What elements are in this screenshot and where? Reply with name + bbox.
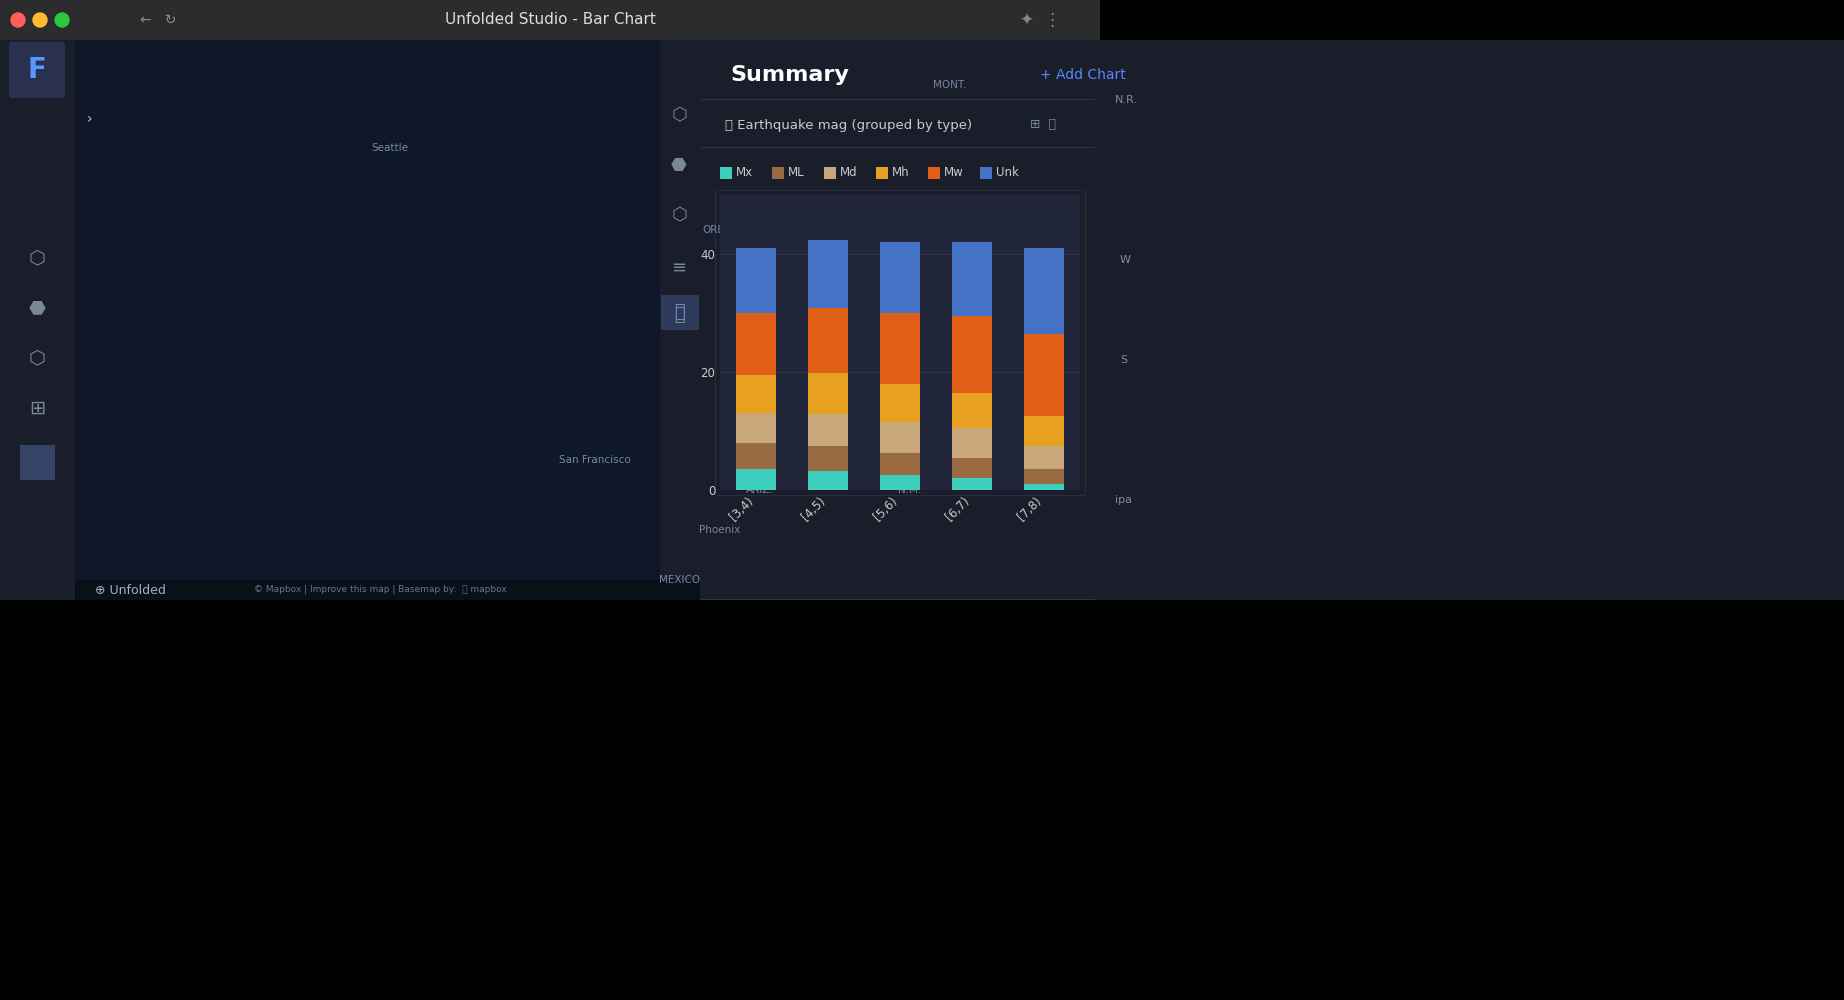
Text: S: S [1119, 355, 1127, 365]
Bar [808, 240, 848, 308]
Text: Mh: Mh [892, 166, 909, 180]
Text: ✦  ⋮: ✦ ⋮ [1020, 11, 1060, 29]
FancyBboxPatch shape [0, 0, 1101, 40]
Text: N.R.: N.R. [1116, 95, 1138, 105]
Text: ORE.: ORE. [703, 225, 728, 235]
Bar [1023, 469, 1064, 484]
FancyBboxPatch shape [773, 167, 784, 179]
Text: ML: ML [787, 166, 804, 180]
Text: ARIZ.: ARIZ. [747, 485, 774, 495]
Text: Mx: Mx [736, 166, 752, 180]
Bar [952, 242, 992, 316]
Bar [1023, 484, 1064, 490]
Bar [952, 393, 992, 428]
Bar [808, 471, 848, 490]
Bar [1023, 334, 1064, 416]
Text: Mw: Mw [944, 166, 964, 180]
Text: ›: › [87, 112, 92, 126]
Text: UTAH: UTAH [937, 370, 964, 380]
FancyBboxPatch shape [76, 40, 701, 600]
Text: Summary: Summary [730, 65, 848, 85]
Bar [808, 373, 848, 414]
FancyBboxPatch shape [76, 106, 101, 132]
Bar [736, 313, 776, 375]
Bar [736, 413, 776, 443]
Text: ⊕ Unfolded: ⊕ Unfolded [96, 584, 166, 596]
Text: Unk: Unk [996, 166, 1020, 180]
Text: ⬡: ⬡ [671, 106, 686, 124]
FancyBboxPatch shape [928, 167, 940, 179]
FancyBboxPatch shape [660, 295, 699, 330]
Text: ⊞: ⊞ [30, 398, 46, 418]
FancyBboxPatch shape [876, 167, 889, 179]
Text: © Mapbox | Improve this map | Basemap by:  🗺 mapbox: © Mapbox | Improve this map | Basemap by… [254, 585, 507, 594]
Text: Phoenix: Phoenix [699, 525, 741, 535]
Text: NEV.: NEV. [749, 370, 771, 380]
FancyBboxPatch shape [20, 445, 55, 480]
Bar [952, 316, 992, 393]
FancyBboxPatch shape [979, 167, 992, 179]
Bar [880, 242, 920, 313]
Bar [1023, 446, 1064, 469]
FancyBboxPatch shape [9, 42, 65, 98]
Bar [736, 248, 776, 313]
Text: W: W [1119, 255, 1130, 265]
FancyBboxPatch shape [701, 147, 1101, 148]
Text: N.M.: N.M. [898, 485, 922, 495]
Bar [880, 475, 920, 490]
Text: IDAHO: IDAHO [863, 205, 896, 215]
Text: MEXICO: MEXICO [660, 575, 701, 585]
Text: + Add Chart: + Add Chart [1040, 68, 1125, 82]
Text: ⊞  🗑: ⊞ 🗑 [1031, 118, 1057, 131]
Circle shape [33, 13, 46, 27]
Circle shape [11, 13, 26, 27]
Text: San Francisco: San Francisco [559, 455, 631, 465]
Bar [736, 443, 776, 469]
Circle shape [55, 13, 68, 27]
Text: MONT.: MONT. [933, 80, 966, 90]
FancyBboxPatch shape [0, 600, 1844, 1000]
Bar [808, 414, 848, 446]
Bar [880, 313, 920, 384]
Text: ipa: ipa [1116, 495, 1132, 505]
FancyBboxPatch shape [0, 40, 76, 600]
FancyBboxPatch shape [1095, 40, 1844, 600]
Bar [880, 453, 920, 475]
Bar [952, 428, 992, 458]
Text: ⬣: ⬣ [671, 156, 686, 174]
Text: ⬡: ⬡ [28, 248, 46, 267]
FancyBboxPatch shape [660, 40, 701, 600]
FancyBboxPatch shape [701, 599, 1101, 600]
Text: Unfolded Studio - Bar Chart: Unfolded Studio - Bar Chart [444, 12, 655, 27]
Bar [1023, 248, 1064, 334]
Bar [952, 458, 992, 478]
Bar [736, 469, 776, 490]
Text: Seattle: Seattle [371, 143, 409, 153]
Bar [736, 375, 776, 413]
Text: ⬡: ⬡ [28, 349, 46, 367]
Text: 📊 Earthquake mag (grouped by type): 📊 Earthquake mag (grouped by type) [725, 118, 972, 131]
FancyBboxPatch shape [824, 167, 835, 179]
Text: Md: Md [841, 166, 857, 180]
Bar [808, 308, 848, 373]
Text: F: F [28, 56, 46, 84]
Bar [880, 384, 920, 422]
Bar [880, 422, 920, 453]
Text: COLO.: COLO. [959, 325, 990, 335]
FancyBboxPatch shape [701, 40, 1101, 600]
Text: ⬛: ⬛ [673, 303, 684, 321]
FancyBboxPatch shape [701, 99, 1101, 100]
Text: ⬡: ⬡ [671, 206, 686, 224]
FancyBboxPatch shape [76, 580, 701, 600]
Bar [808, 446, 848, 471]
Text: W: W [1040, 225, 1049, 235]
Text: ⬛: ⬛ [673, 306, 684, 324]
Text: ⬣: ⬣ [28, 298, 46, 318]
Bar [1023, 416, 1064, 446]
Text: ←   ↻: ← ↻ [140, 13, 177, 27]
FancyBboxPatch shape [719, 167, 732, 179]
Text: ≡: ≡ [671, 259, 686, 277]
Bar [952, 478, 992, 490]
